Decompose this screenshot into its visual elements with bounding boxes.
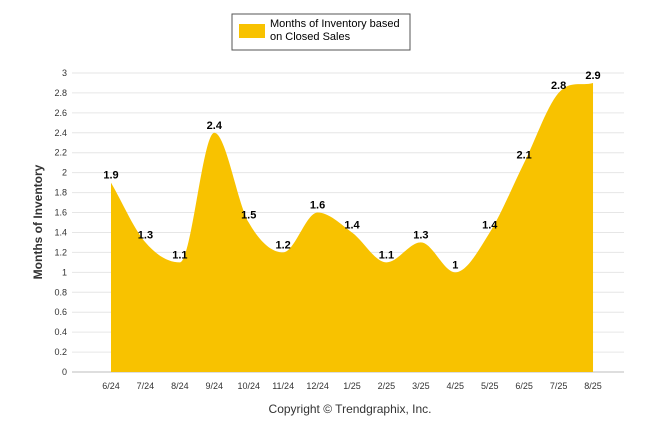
y-tick-label: 1.2 bbox=[54, 247, 67, 257]
copyright-footer: Copyright © Trendgraphix, Inc. bbox=[269, 402, 432, 416]
data-label: 1.2 bbox=[276, 239, 291, 251]
x-tick-label: 9/24 bbox=[206, 381, 224, 391]
data-label: 2.4 bbox=[207, 120, 223, 132]
data-label: 2.9 bbox=[585, 70, 600, 82]
y-tick-label: 0.4 bbox=[54, 327, 67, 337]
x-tick-label: 12/24 bbox=[306, 381, 329, 391]
x-tick-label: 11/24 bbox=[272, 381, 294, 391]
legend-swatch bbox=[239, 24, 265, 38]
x-tick-label: 6/25 bbox=[515, 381, 533, 391]
data-label: 2.8 bbox=[551, 80, 566, 92]
y-tick-label: 2.2 bbox=[54, 148, 67, 158]
data-label: 1.4 bbox=[482, 219, 498, 231]
data-labels: 1.9 1.3 1.1 2.4 1.5 1.2 1.6 1.4 1.1 1.3 1 1.4 2.1 2.8… bbox=[103, 70, 600, 271]
y-tick-label: 3 bbox=[62, 68, 67, 78]
data-label: 2.1 bbox=[517, 150, 532, 162]
x-tick-label: 8/24 bbox=[171, 381, 189, 391]
x-tick-label: 6/24 bbox=[102, 381, 120, 391]
data-label: 1.6 bbox=[310, 200, 325, 212]
y-tick-label: 1.4 bbox=[54, 227, 67, 237]
y-tick-label: 1 bbox=[62, 267, 67, 277]
x-tick-label: 3/25 bbox=[412, 381, 430, 391]
data-label: 1.1 bbox=[379, 249, 394, 261]
x-tick-label: 4/25 bbox=[447, 381, 465, 391]
x-tick-label: 8/25 bbox=[584, 381, 602, 391]
x-tick-label: 10/24 bbox=[237, 381, 260, 391]
y-tick-label: 2.6 bbox=[54, 108, 67, 118]
legend: Months of Inventory based on Closed Sale… bbox=[231, 13, 411, 51]
y-tick-label: 2.8 bbox=[54, 88, 67, 98]
x-tick-label: 5/25 bbox=[481, 381, 499, 391]
x-tick-label: 2/25 bbox=[378, 381, 396, 391]
y-tick-label: 2.4 bbox=[54, 128, 67, 138]
legend-text-line-1: Months of Inventory based bbox=[270, 18, 400, 30]
y-tick-label: 1.8 bbox=[54, 188, 67, 198]
area-layer bbox=[111, 82, 594, 372]
x-tick-labels: 6/24 7/24 8/24 9/24 10/24 11/24 12/24 1/25 2/25 3… bbox=[102, 381, 602, 391]
x-tick-label: 7/25 bbox=[550, 381, 568, 391]
y-tick-label: 0 bbox=[62, 367, 67, 377]
data-label: 1.3 bbox=[413, 229, 428, 241]
data-label: 1.9 bbox=[103, 170, 118, 182]
x-tick-label: 1/25 bbox=[343, 381, 361, 391]
y-tick-label: 1.6 bbox=[54, 208, 67, 218]
y-tick-label: 0.2 bbox=[54, 347, 67, 357]
x-tick-label: 7/24 bbox=[137, 381, 155, 391]
y-tick-labels: 0 0.2 0.4 0.6 0.8 1 1.2 1.4 1.6 1.8 2 2.2 2.4 2.6 2.8 3 bbox=[54, 68, 67, 377]
legend-text-line-2: on Closed Sales bbox=[270, 31, 351, 43]
y-axis-label: Months of Inventory bbox=[31, 164, 45, 279]
data-label: 1.1 bbox=[172, 249, 187, 261]
y-tick-label: 2 bbox=[62, 168, 67, 178]
series-area-months-of-inventory bbox=[111, 82, 594, 372]
y-tick-label: 0.8 bbox=[54, 287, 67, 297]
data-label: 1.5 bbox=[241, 210, 256, 222]
data-label: 1.3 bbox=[138, 229, 153, 241]
data-label: 1 bbox=[452, 259, 458, 271]
y-tick-label: 0.6 bbox=[54, 307, 67, 317]
data-label: 1.4 bbox=[344, 219, 360, 231]
